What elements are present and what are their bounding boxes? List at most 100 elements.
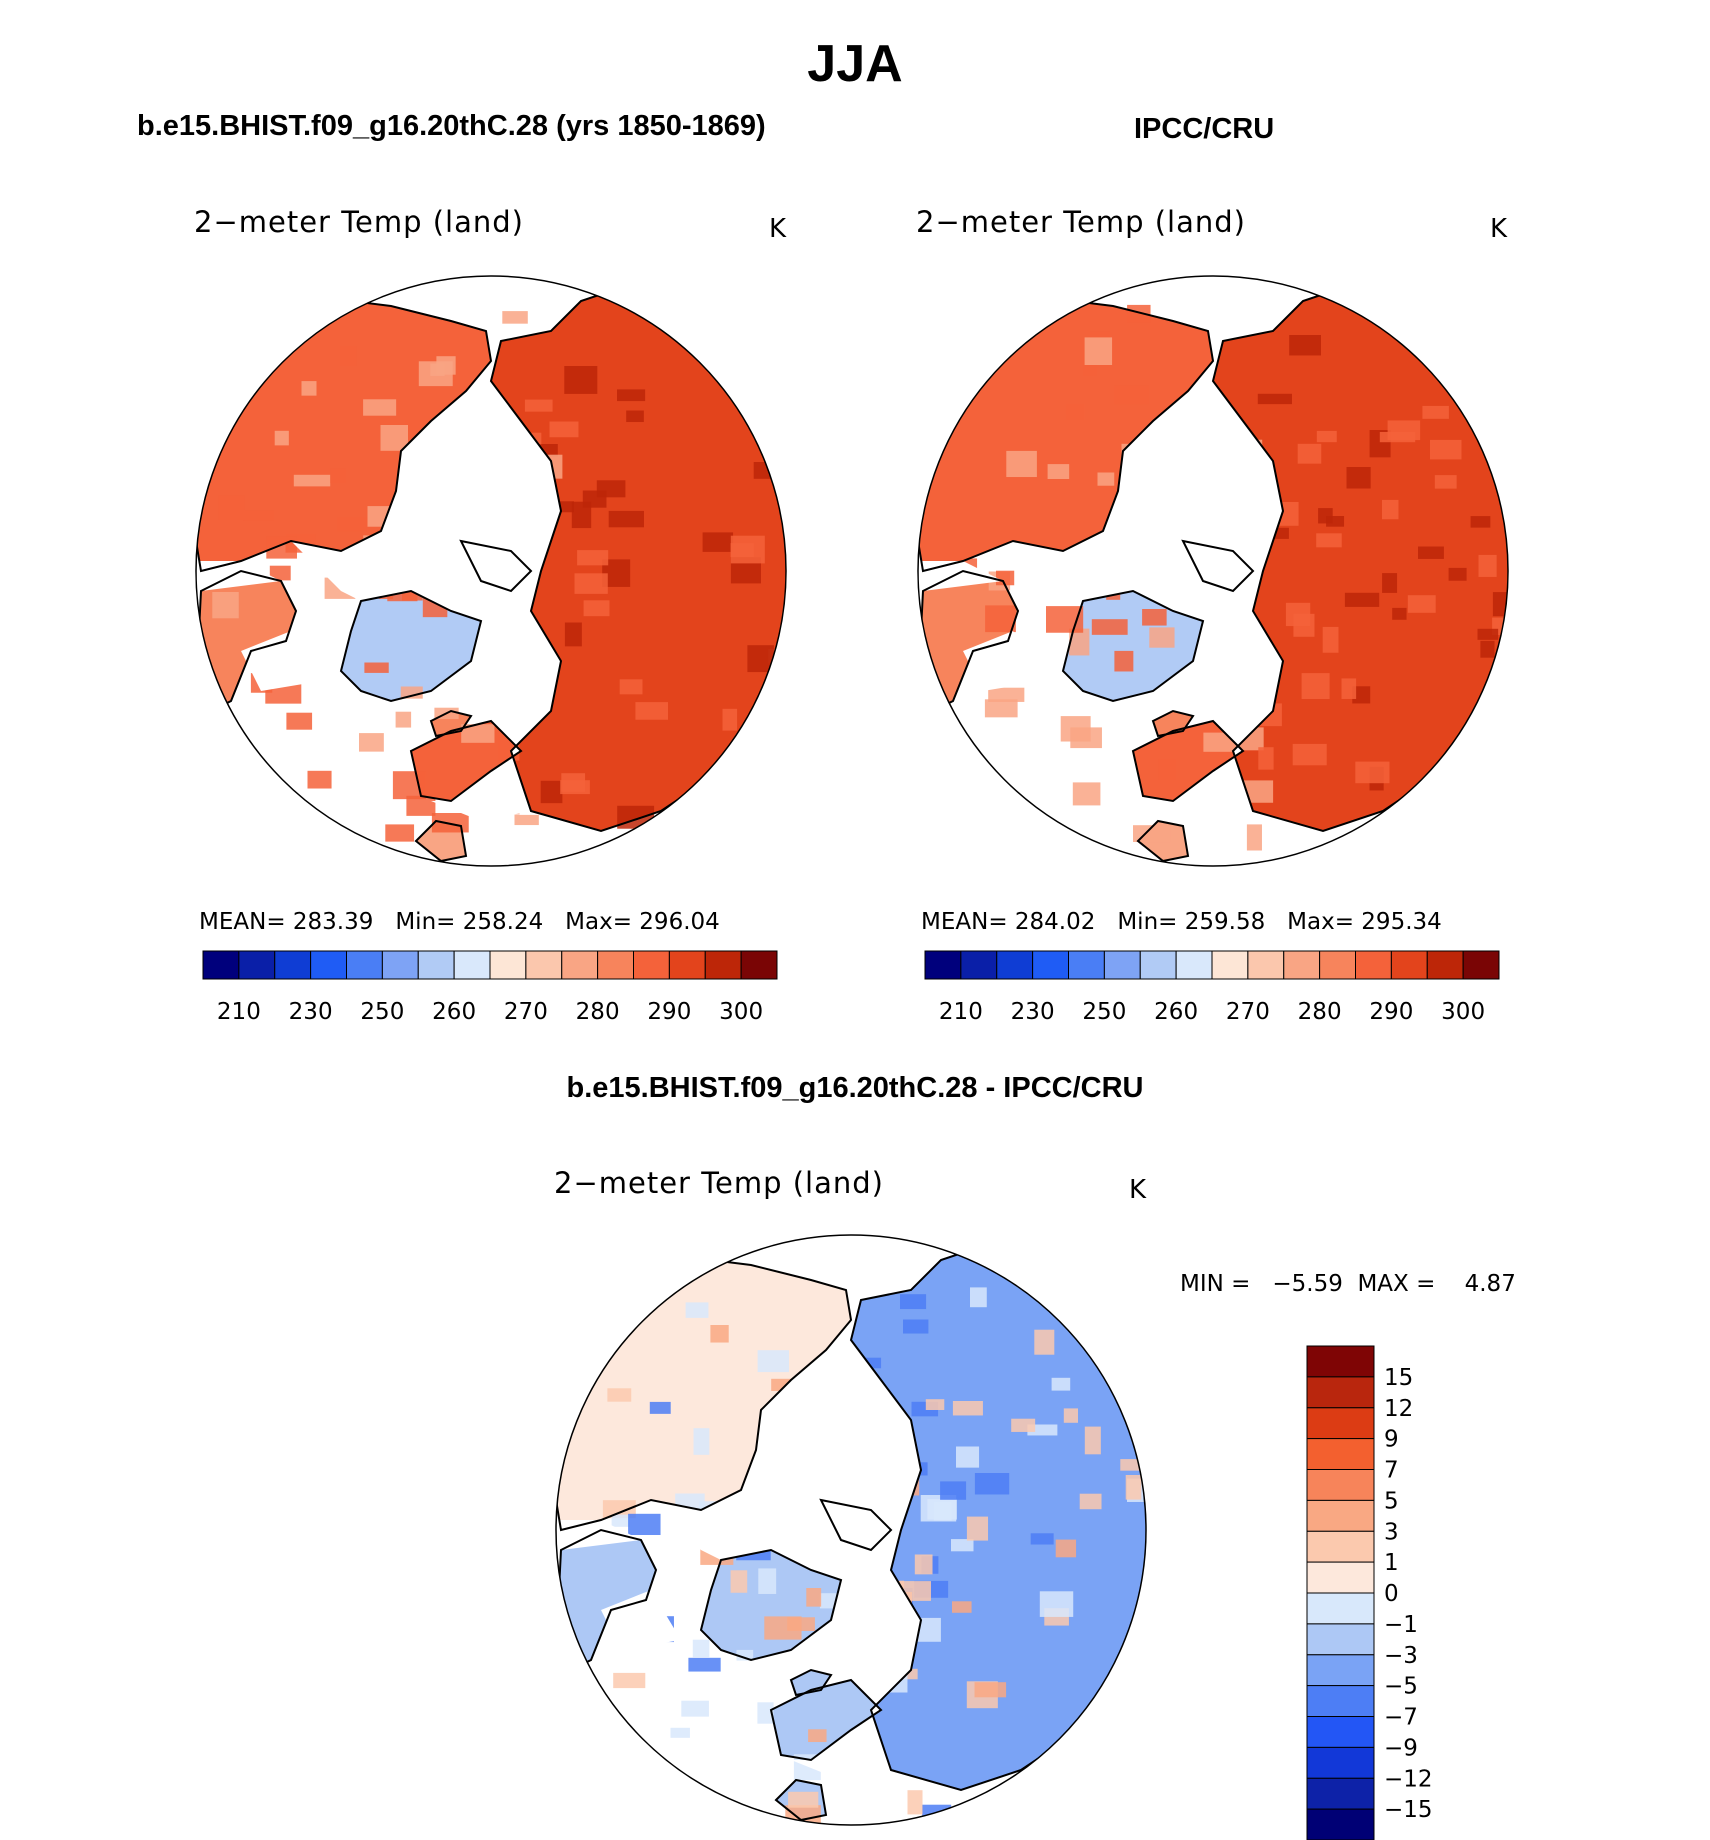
obs-units-label: K [1490, 214, 1508, 244]
data-cell [933, 1502, 952, 1521]
data-cell [1063, 1408, 1078, 1423]
diff-units-label: K [1129, 1175, 1147, 1205]
data-cell [611, 1514, 630, 1527]
land-region [851, 1235, 1146, 1790]
colorbar-tick-label: −1 [1384, 1612, 1418, 1638]
data-cell [564, 366, 598, 394]
colorbar-swatch [1306, 1654, 1375, 1687]
data-cell [364, 662, 389, 673]
data-cell [808, 1729, 827, 1743]
data-cell [269, 565, 291, 581]
data-cell [730, 543, 754, 558]
data-cell [619, 679, 643, 695]
data-cell [1149, 627, 1175, 648]
diff-min-max: MIN = −5.59 MAX = 4.87 [1180, 1271, 1516, 1297]
colorbar-swatch [1355, 950, 1392, 980]
colorbar-swatch [704, 950, 742, 980]
colorbar-tick-label: −15 [1384, 1797, 1433, 1823]
data-cell [431, 813, 469, 833]
colorbar-swatch [1462, 950, 1500, 980]
colorbar-tick-label: 300 [1441, 999, 1485, 1025]
colorbar-swatch [310, 950, 347, 980]
data-cell [974, 1682, 1007, 1698]
obs-panel-title: IPCC/CRU [1134, 113, 1275, 145]
colorbar-swatch [1306, 1777, 1375, 1810]
data-cell [764, 1616, 802, 1640]
colorbar-tick-label: 210 [939, 999, 983, 1025]
data-cell [1470, 516, 1491, 528]
data-cell [956, 1446, 980, 1468]
data-cell [1072, 782, 1101, 806]
data-cell [1379, 432, 1416, 443]
data-cell [1316, 430, 1337, 443]
data-cell [307, 770, 332, 789]
data-cell [788, 1791, 819, 1808]
colorbar-tick-label: 3 [1384, 1519, 1399, 1545]
map-boundary [555, 1234, 1147, 1826]
colorbar-tick-label: 0 [1384, 1581, 1399, 1607]
colorbar-swatch [1426, 950, 1464, 980]
colorbar-tick-label: 5 [1384, 1488, 1399, 1514]
data-cell [1125, 1475, 1142, 1500]
data-cell [339, 346, 357, 367]
data-cell [736, 1649, 754, 1661]
data-cell [692, 1639, 710, 1658]
coastline [1136, 819, 1190, 863]
colorbar-swatch [1032, 950, 1069, 980]
land-region [341, 591, 481, 701]
colorbar-swatch [1390, 950, 1428, 980]
data-cell [1480, 640, 1495, 658]
data-cell [1047, 464, 1070, 480]
colorbar-swatch [1139, 950, 1177, 980]
data-cell [574, 573, 608, 594]
colorbar-swatch [996, 950, 1034, 980]
colorbar-swatch [960, 950, 998, 980]
colorbar-swatch [1319, 950, 1356, 980]
data-cell [1084, 337, 1113, 366]
data-cell [628, 1513, 661, 1536]
data-cell [635, 702, 669, 720]
model-max-label: Max= [565, 909, 632, 935]
obs-mean-value: 284.02 [1014, 909, 1096, 935]
data-cell [1430, 439, 1462, 460]
colorbar-swatch [274, 950, 312, 980]
data-cell [549, 421, 579, 438]
model-polar-map [195, 275, 787, 867]
coastline [414, 819, 468, 863]
model-mean-label: MEAN= [199, 909, 286, 935]
data-cell [400, 686, 423, 699]
colorbar-swatch [1175, 950, 1213, 980]
data-cell [1322, 626, 1339, 653]
obs-min-value: 259.58 [1184, 909, 1266, 935]
data-cell [988, 687, 1025, 702]
data-cell [1285, 602, 1311, 627]
data-cell [806, 1588, 822, 1607]
hudson-bay [556, 1520, 681, 1650]
data-cell [1039, 1591, 1074, 1617]
figure-title: JJA [807, 35, 903, 93]
data-cell [607, 1388, 632, 1402]
data-cell [1258, 747, 1274, 770]
model-min-value: 258.24 [462, 909, 544, 935]
colorbar-tick-label: 290 [1369, 999, 1413, 1025]
data-cell [212, 592, 239, 619]
data-cell [907, 1790, 923, 1815]
data-cell [1382, 499, 1399, 520]
data-cell [1346, 467, 1371, 489]
data-cell [602, 1500, 636, 1519]
colorbar-swatch [1306, 1592, 1375, 1625]
arctic-ocean [651, 1290, 921, 1780]
obs-min-label: Min= [1117, 909, 1178, 935]
colorbar-tick-label: 250 [1082, 999, 1126, 1025]
coastline [789, 1668, 833, 1697]
data-cell [380, 425, 409, 451]
data-cell [685, 1302, 709, 1318]
coastline [1211, 276, 1508, 833]
data-cell [402, 589, 423, 601]
colorbar-swatch [1306, 1716, 1375, 1748]
data-cell [1120, 1459, 1146, 1471]
diff-polar-map [555, 1234, 1147, 1826]
colorbar-tick-label: 250 [360, 999, 404, 1025]
data-cell [1478, 554, 1497, 577]
